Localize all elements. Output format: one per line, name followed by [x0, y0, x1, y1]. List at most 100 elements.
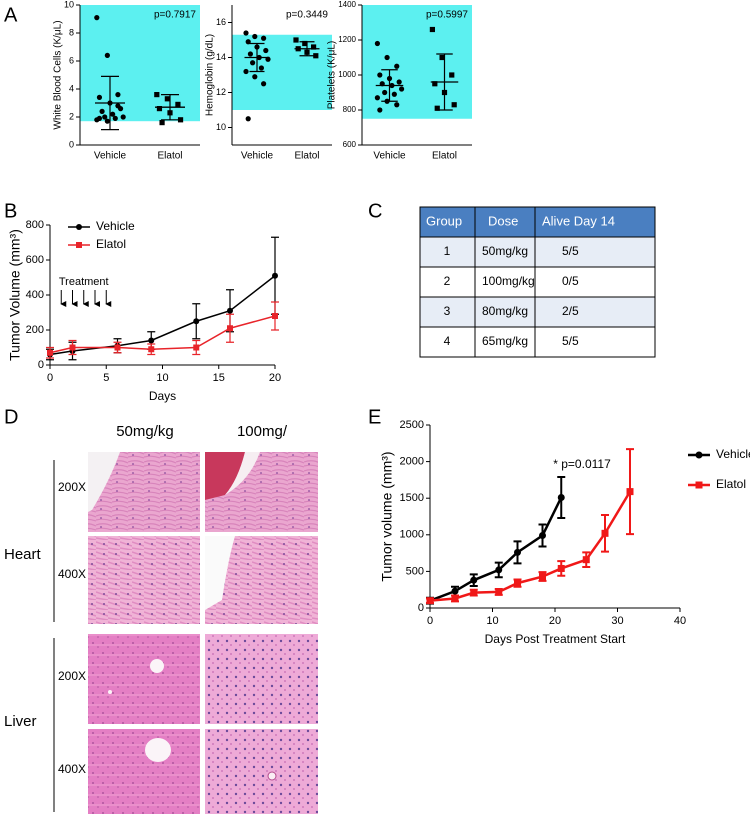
data-point	[102, 114, 108, 120]
y-tick-label: 800	[343, 105, 357, 114]
annotation: * p=0.0117	[553, 457, 611, 471]
table-cell: 4	[444, 334, 451, 348]
y-tick-label: 400	[26, 289, 44, 301]
magnification-label: 400X	[58, 762, 86, 776]
y-tick-label: 10	[216, 122, 226, 132]
y-tick-label: 0	[418, 602, 424, 614]
data-point	[377, 72, 383, 78]
legend-label: Elatol	[716, 477, 746, 491]
panel-letter: D	[4, 406, 18, 428]
sd-bar	[161, 94, 179, 121]
data-point	[252, 33, 258, 40]
table-cell: 65mg/kg	[482, 334, 528, 348]
x-tick-label: 15	[213, 372, 225, 384]
x-tick-label: 20	[549, 615, 561, 627]
legend-label: Elatol	[96, 237, 126, 251]
data-point	[247, 51, 253, 57]
data-point	[539, 573, 546, 581]
x-tick-label: Elatol	[432, 151, 457, 162]
p-value: p=0.3449	[286, 10, 328, 21]
data-point	[258, 65, 264, 71]
y-tick-label: 10	[64, 0, 74, 9]
data-point	[432, 81, 438, 87]
data-point	[539, 532, 546, 540]
histology-image	[88, 634, 200, 724]
data-point	[391, 91, 397, 97]
table-cell: 2/5	[562, 304, 579, 318]
y-tick-label: 16	[216, 17, 226, 27]
data-point	[293, 37, 299, 43]
tissue-label: Heart	[4, 546, 42, 563]
table-cell: 80mg/kg	[482, 304, 528, 318]
data-point	[245, 39, 251, 45]
y-axis-label: Platelets (K/μL)	[327, 41, 338, 110]
x-axis-label: Days Post Treatment Start	[485, 632, 626, 646]
data-point	[227, 325, 233, 332]
data-point	[112, 115, 118, 121]
x-tick-label: 30	[611, 615, 623, 627]
table-cell: 2	[444, 274, 451, 288]
data-point	[495, 588, 503, 596]
x-axis-label: Days	[149, 389, 176, 403]
data-point	[154, 92, 160, 98]
data-point	[193, 318, 200, 325]
x-tick-label: 20	[269, 372, 281, 384]
sd-bar	[436, 53, 453, 111]
data-point	[434, 105, 440, 111]
column-label: 100mg/	[237, 423, 288, 440]
magnification-label: 400X	[58, 567, 86, 581]
data-point	[374, 40, 380, 47]
table-header-cell: Alive Day 14	[542, 213, 615, 228]
data-point	[99, 108, 105, 114]
data-point	[261, 35, 267, 41]
data-point	[495, 566, 503, 574]
y-axis-label: Hemoglobin (g/dL)	[205, 34, 216, 116]
annotation: Treatment	[59, 276, 109, 288]
panel-letter: C	[368, 200, 382, 222]
panel-letter: A	[4, 4, 18, 26]
data-point	[399, 86, 405, 92]
data-point	[243, 30, 249, 36]
x-tick-label: Vehicle	[94, 151, 127, 162]
data-point	[382, 89, 388, 96]
data-point	[374, 95, 380, 101]
histology-image	[205, 729, 318, 814]
y-tick-label: 2	[69, 111, 74, 121]
data-point	[313, 53, 319, 59]
legend-label: Vehicle	[716, 447, 750, 461]
data-point	[227, 307, 233, 314]
data-point	[384, 54, 390, 61]
data-point	[394, 102, 400, 108]
data-point	[626, 488, 634, 496]
histology-image	[88, 729, 200, 814]
data-point	[148, 346, 155, 353]
data-point	[451, 102, 457, 108]
data-point	[263, 47, 269, 54]
legend-swatch	[695, 481, 703, 489]
legend-swatch	[76, 224, 82, 230]
data-point	[252, 74, 258, 80]
x-tick-label: 10	[156, 372, 168, 384]
histology-image	[108, 690, 112, 694]
data-point	[394, 63, 400, 69]
sd-bar	[101, 75, 119, 131]
table-row	[420, 327, 655, 357]
data-point	[601, 529, 609, 537]
data-point	[377, 107, 383, 113]
y-axis-label: Tumor volume (mm³)	[379, 451, 395, 581]
data-point	[148, 337, 155, 344]
data-point	[451, 587, 459, 595]
magnification-label: 200X	[58, 669, 86, 683]
data-point	[582, 556, 590, 564]
y-tick-label: 2000	[400, 456, 424, 468]
x-tick-label: Elatol	[157, 151, 182, 162]
data-point	[272, 272, 278, 279]
panel-letter: E	[368, 406, 381, 428]
histology-image	[205, 452, 245, 500]
x-tick-label: Elatol	[294, 151, 319, 162]
table-header-cell: Dose	[488, 213, 518, 228]
table-header-cell: Group	[426, 213, 462, 228]
histology-image	[205, 634, 318, 724]
data-point	[104, 118, 110, 124]
